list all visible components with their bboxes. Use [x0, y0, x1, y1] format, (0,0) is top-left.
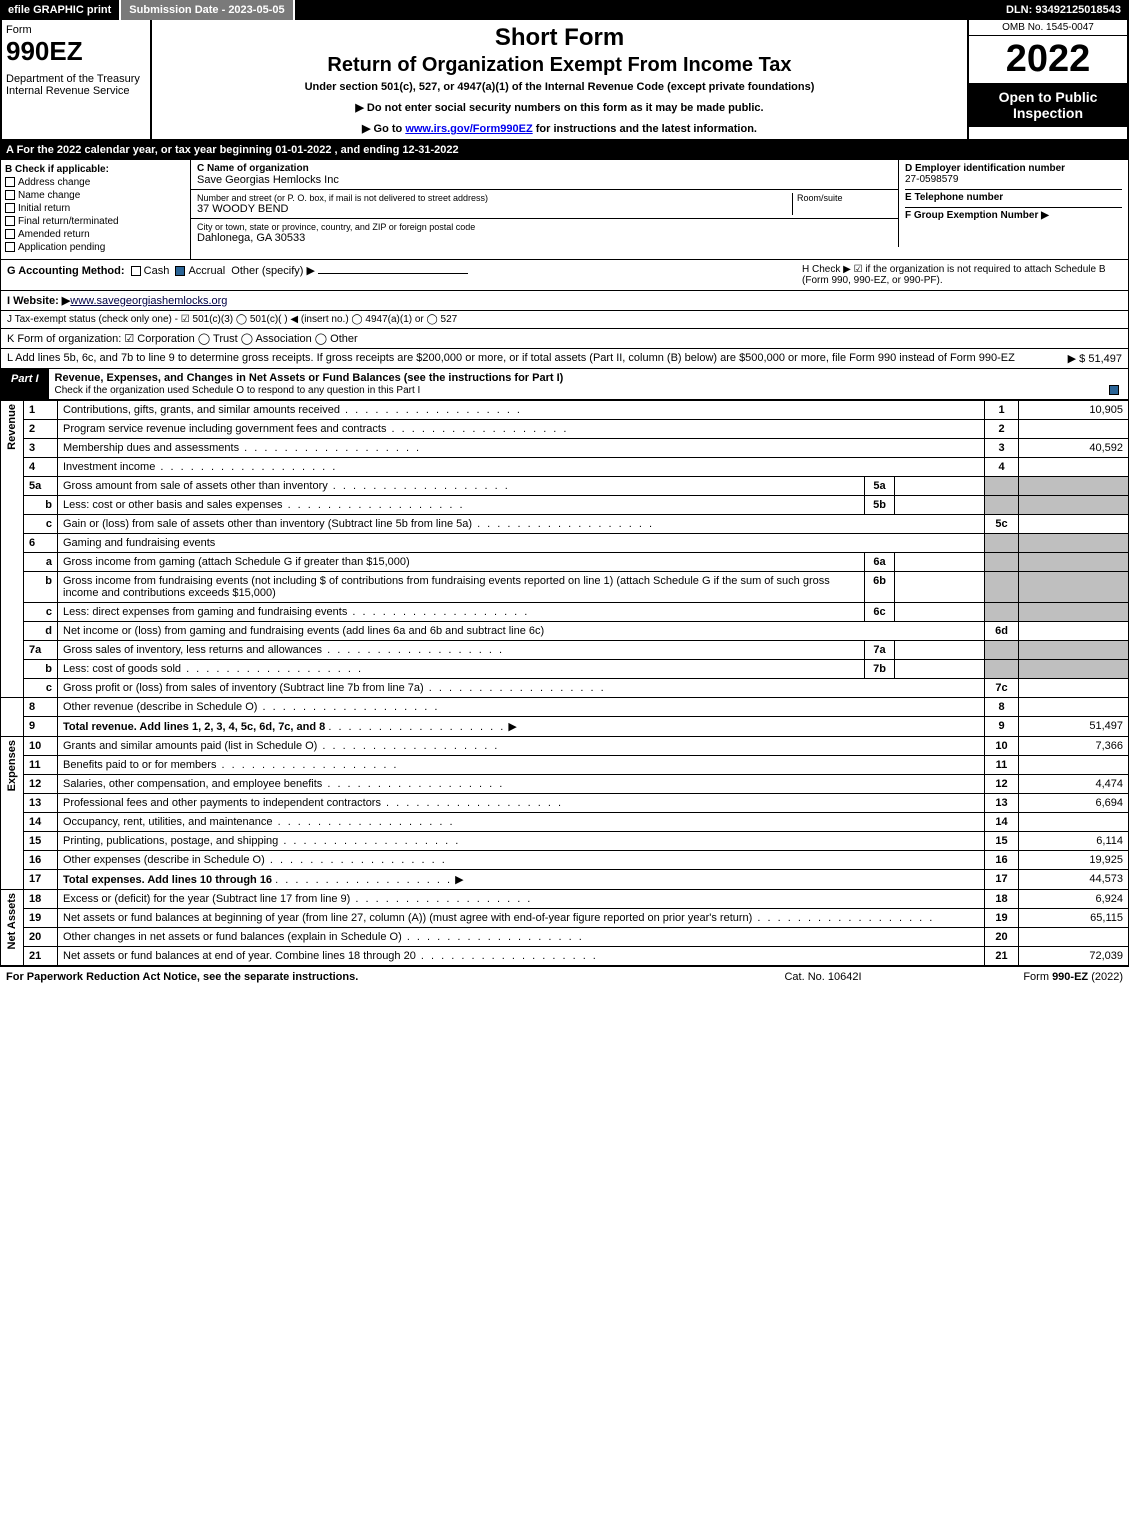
- form-number: 990EZ: [6, 36, 146, 67]
- street: 37 WOODY BEND: [197, 203, 792, 215]
- chk-accrual[interactable]: [175, 266, 185, 276]
- side-netassets: Net Assets: [6, 893, 18, 949]
- box-b-title: B Check if applicable:: [5, 164, 186, 175]
- row-g-h: G Accounting Method: Cash Accrual Other …: [0, 260, 1129, 291]
- lines-table: Revenue 1Contributions, gifts, grants, a…: [0, 400, 1129, 966]
- page-footer: For Paperwork Reduction Act Notice, see …: [0, 966, 1129, 987]
- chk-amended[interactable]: [5, 229, 15, 239]
- row-k: K Form of organization: ☑ Corporation ◯ …: [0, 329, 1129, 349]
- info-grid: B Check if applicable: Address change Na…: [0, 159, 1129, 260]
- chk-app-pending[interactable]: [5, 242, 15, 252]
- city: Dahlonega, GA 30533: [197, 232, 892, 244]
- dept-label: Department of the Treasury Internal Reve…: [6, 73, 146, 97]
- chk-name-change[interactable]: [5, 190, 15, 200]
- footer-mid: Cat. No. 10642I: [723, 971, 923, 983]
- box-f-label: F Group Exemption Number ▶: [905, 207, 1122, 221]
- section-a: A For the 2022 calendar year, or tax yea…: [0, 141, 1129, 159]
- chk-cash[interactable]: [131, 266, 141, 276]
- dln: DLN: 93492125018543: [998, 0, 1129, 20]
- form-title-1: Short Form: [156, 24, 963, 52]
- chk-initial-return[interactable]: [5, 203, 15, 213]
- row-i: I Website: ▶www.savegeorgiashemlocks.org: [0, 291, 1129, 311]
- chk-final-return[interactable]: [5, 216, 15, 226]
- city-label: City or town, state or province, country…: [197, 222, 892, 232]
- tax-year: 2022: [969, 36, 1127, 83]
- row-g-label: G Accounting Method:: [7, 265, 125, 277]
- side-revenue: Revenue: [6, 404, 18, 450]
- footer-left: For Paperwork Reduction Act Notice, see …: [6, 971, 723, 983]
- part-1-header: Part I Revenue, Expenses, and Changes in…: [0, 369, 1129, 400]
- top-bar: efile GRAPHIC print Submission Date - 20…: [0, 0, 1129, 20]
- side-expenses: Expenses: [6, 740, 18, 791]
- form-word: Form: [6, 24, 146, 36]
- box-d-label: D Employer identification number: [905, 163, 1122, 174]
- row-l: L Add lines 5b, 6c, and 7b to line 9 to …: [0, 349, 1129, 369]
- footer-right: Form 990-EZ (2022): [923, 971, 1123, 983]
- part-1-sub: Check if the organization used Schedule …: [55, 385, 421, 396]
- row-j: J Tax-exempt status (check only one) - ☑…: [0, 311, 1129, 329]
- chk-schedule-o[interactable]: [1109, 385, 1119, 395]
- form-header: Form 990EZ Department of the Treasury In…: [0, 20, 1129, 141]
- form-subtitle: Under section 501(c), 527, or 4947(a)(1)…: [156, 81, 963, 93]
- irs-link[interactable]: www.irs.gov/Form990EZ: [405, 123, 532, 135]
- org-name: Save Georgias Hemlocks Inc: [197, 174, 892, 186]
- efile-label: efile GRAPHIC print: [0, 0, 121, 20]
- box-c-label: C Name of organization: [197, 163, 892, 174]
- ein: 27-0598579: [905, 174, 1122, 185]
- row-h: H Check ▶ ☑ if the organization is not r…: [802, 264, 1122, 286]
- part-1-title: Revenue, Expenses, and Changes in Net As…: [55, 372, 564, 384]
- box-b: B Check if applicable: Address change Na…: [1, 160, 191, 259]
- omb-number: OMB No. 1545-0047: [969, 20, 1127, 36]
- website-link[interactable]: www.savegeorgiashemlocks.org: [70, 295, 227, 307]
- form-note-1: ▶ Do not enter social security numbers o…: [156, 101, 963, 114]
- room-label: Room/suite: [792, 193, 892, 215]
- chk-address-change[interactable]: [5, 177, 15, 187]
- open-inspection: Open to Public Inspection: [969, 83, 1127, 127]
- street-label: Number and street (or P. O. box, if mail…: [197, 193, 792, 203]
- submission-date: Submission Date - 2023-05-05: [121, 0, 294, 20]
- form-note-2: ▶ Go to www.irs.gov/Form990EZ for instru…: [156, 122, 963, 135]
- part-1-tab: Part I: [1, 369, 49, 399]
- form-title-2: Return of Organization Exempt From Incom…: [156, 54, 963, 77]
- box-e-label: E Telephone number: [905, 189, 1122, 203]
